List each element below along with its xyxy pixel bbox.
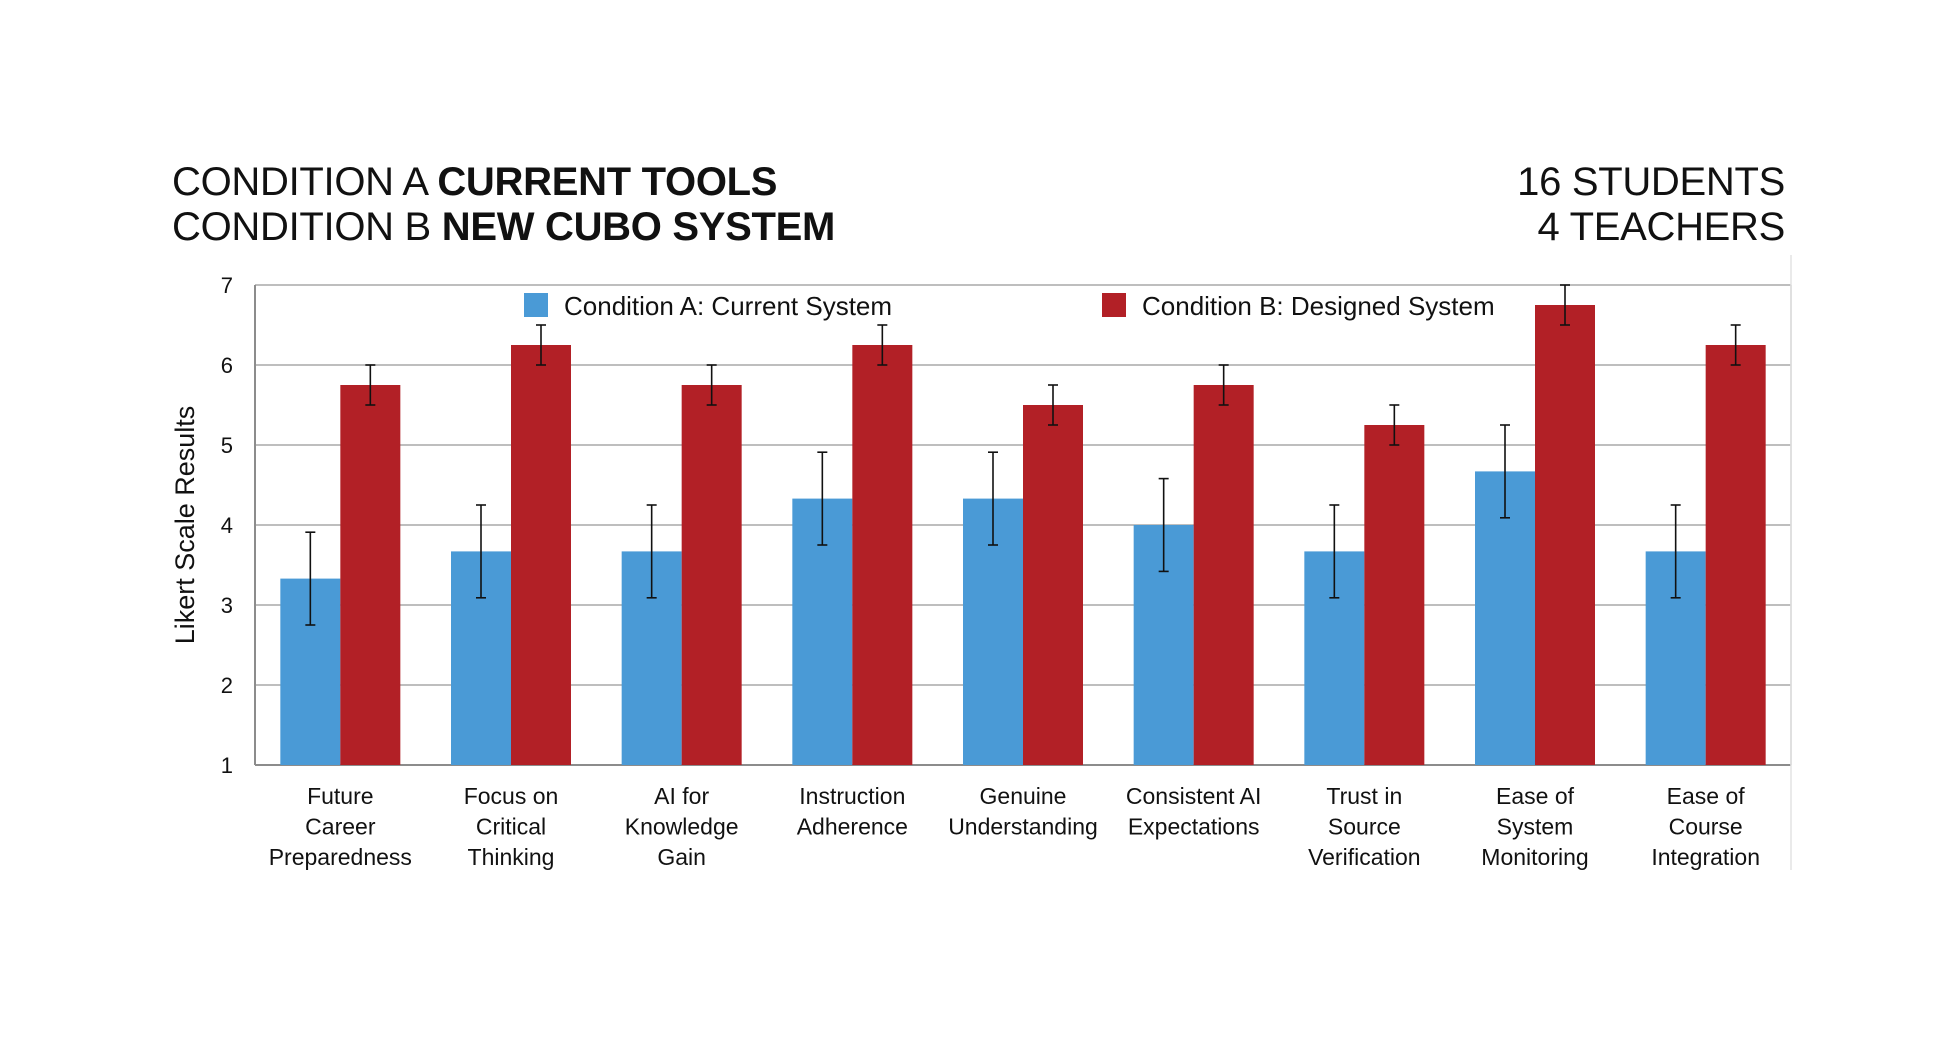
condition-b-name: NEW CUBO SYSTEM (441, 205, 836, 249)
bar-condition-b-2 (681, 385, 742, 765)
category-label-5-line-1: Expectations (1128, 814, 1260, 840)
category-label-5-line-0: Consistent AI (1126, 783, 1262, 809)
category-label-2-line-1: Knowledge (625, 814, 739, 840)
category-label-6-line-0: Trust in (1326, 783, 1402, 809)
legend-condition-b-label: Condition B: Designed System (1142, 291, 1495, 321)
bar-condition-b-7 (1535, 305, 1595, 765)
category-label-2-line-0: AI for (654, 783, 709, 809)
legend-condition-a-swatch (524, 293, 548, 317)
bar-condition-b-0 (340, 385, 401, 765)
condition-b-heading: CONDITION B NEW CUBO SYSTEM (172, 205, 835, 250)
bar-condition-b-1 (511, 345, 571, 765)
category-label-3-line-1: Adherence (797, 814, 908, 840)
bar-condition-b-4 (1023, 405, 1083, 765)
condition-a-name: CURRENT TOOLS (437, 160, 778, 204)
category-label-7-line-2: Monitoring (1481, 844, 1588, 870)
y-tick-label-3: 3 (221, 593, 233, 618)
category-label-8-line-2: Integration (1651, 844, 1760, 870)
bar-condition-b-6 (1364, 425, 1425, 765)
condition-b-prefix: CONDITION B (172, 205, 431, 249)
category-label-1-line-1: Critical (476, 814, 546, 840)
category-label-8-line-1: Course (1669, 814, 1743, 840)
y-tick-label-1: 1 (221, 753, 233, 778)
conditions-heading: CONDITION A CURRENT TOOLS CONDITION B NE… (172, 160, 835, 250)
y-tick-label-2: 2 (221, 673, 233, 698)
legend-condition-a-label: Condition A: Current System (564, 291, 892, 321)
category-label-1-line-2: Thinking (468, 844, 555, 870)
category-label-2-line-2: Gain (657, 844, 706, 870)
category-label-4-line-1: Understanding (948, 814, 1098, 840)
condition-a-prefix: CONDITION A (172, 160, 427, 204)
category-label-4-line-0: Genuine (980, 783, 1067, 809)
category-label-6-line-2: Verification (1308, 844, 1421, 870)
category-label-1-line-0: Focus on (464, 783, 559, 809)
bar-condition-b-8 (1705, 345, 1766, 765)
students-count: 16 STUDENTS (1517, 160, 1785, 204)
category-label-0-line-2: Preparedness (269, 844, 412, 870)
y-tick-label-4: 4 (221, 513, 233, 538)
bar-condition-b-5 (1193, 385, 1254, 765)
condition-a-heading: CONDITION A CURRENT TOOLS (172, 160, 835, 205)
category-label-6-line-1: Source (1328, 814, 1401, 840)
category-label-0-line-1: Career (305, 814, 376, 840)
y-axis-label: Likert Scale Results (170, 406, 200, 645)
category-label-0-line-0: Future (307, 783, 373, 809)
category-label-8-line-0: Ease of (1667, 783, 1746, 809)
y-tick-label-5: 5 (221, 433, 233, 458)
bar-condition-b-3 (852, 345, 913, 765)
y-tick-label-6: 6 (221, 353, 233, 378)
y-tick-label-7: 7 (221, 273, 233, 298)
category-label-3-line-0: Instruction (799, 783, 905, 809)
participants-heading: 16 STUDENTS 4 TEACHERS (1517, 160, 1785, 250)
category-label-7-line-0: Ease of (1496, 783, 1575, 809)
bar-condition-a-7 (1475, 471, 1535, 765)
legend-condition-b-swatch (1102, 293, 1126, 317)
category-label-7-line-1: System (1497, 814, 1574, 840)
teachers-count: 4 TEACHERS (1537, 205, 1786, 249)
